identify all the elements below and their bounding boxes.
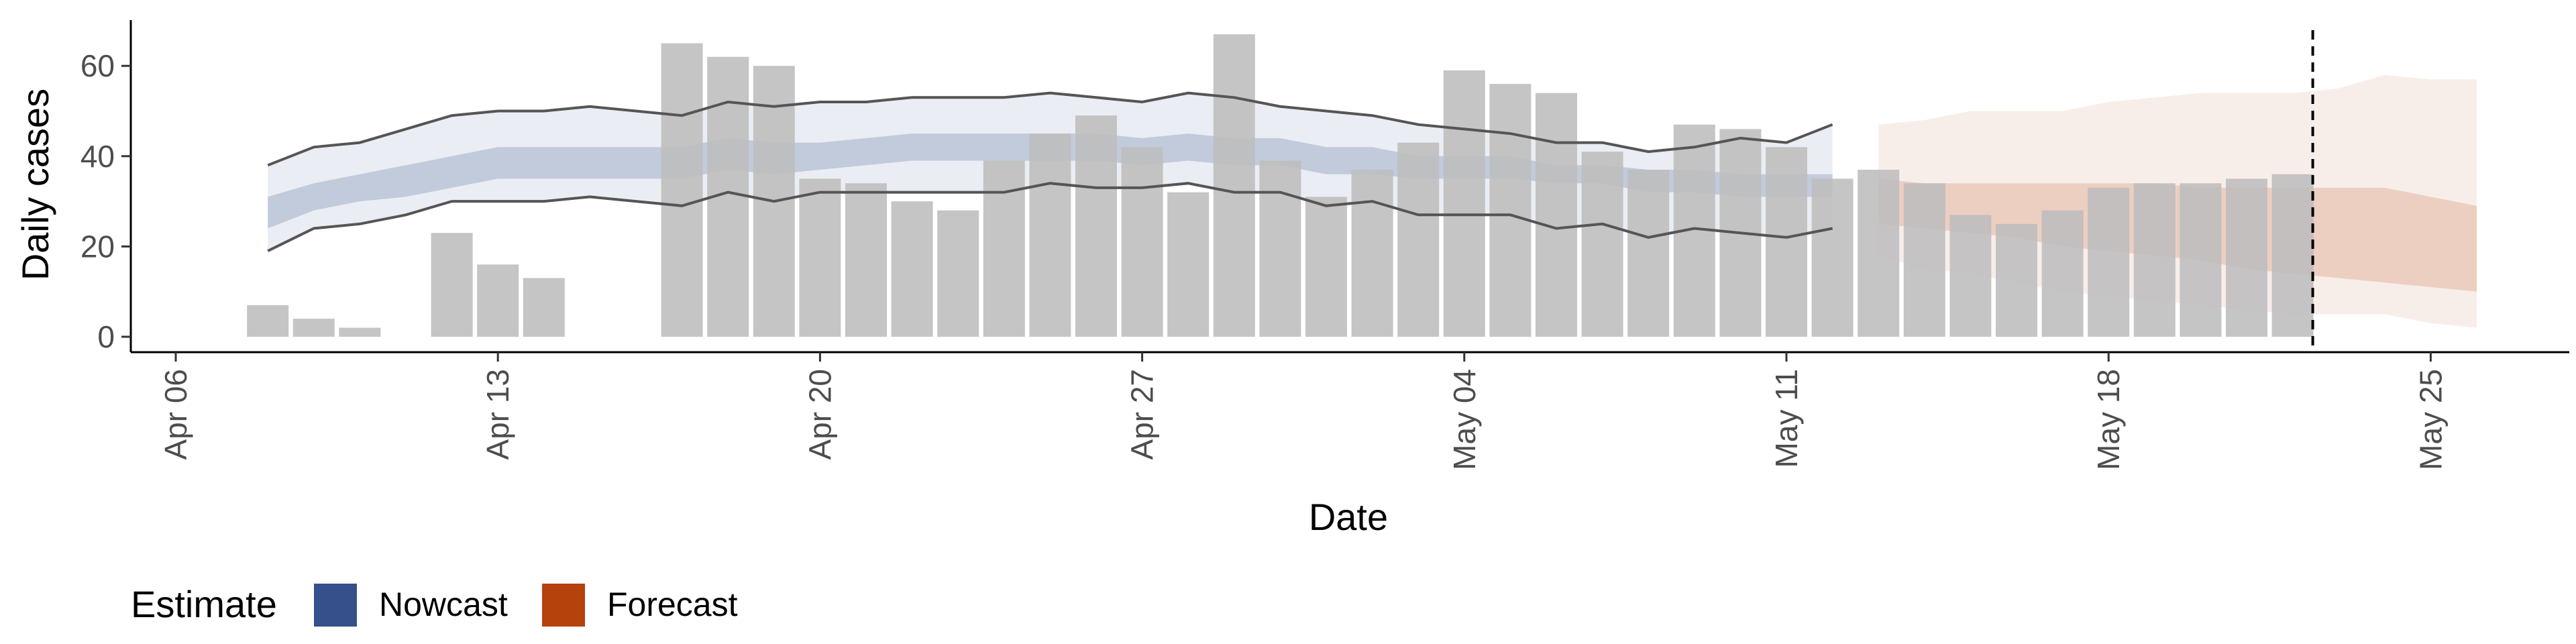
data-bar <box>1213 34 1255 337</box>
legend-swatch-forecast <box>542 584 585 627</box>
x-tick-label: Apr 20 <box>802 369 837 460</box>
data-bar <box>1949 215 1992 337</box>
x-tick-label: Apr 27 <box>1125 369 1160 460</box>
data-bar <box>1811 178 1854 337</box>
data-bar <box>891 201 933 337</box>
data-bar <box>661 43 703 337</box>
data-bar <box>477 264 519 337</box>
data-bar <box>1627 170 1670 337</box>
x-tick-label: Apr 06 <box>158 369 193 460</box>
data-bar <box>1075 115 1117 337</box>
data-bar <box>339 327 381 337</box>
data-bar <box>2271 174 2314 337</box>
x-tick-label: Apr 13 <box>480 369 515 460</box>
data-bar <box>1766 147 1807 337</box>
x-axis-title: Date <box>1309 496 1388 538</box>
data-bar <box>2226 178 2267 337</box>
x-tick-label: May 11 <box>1769 369 1804 468</box>
x-axis-ticks: Apr 06 Apr 13 Apr 20 Apr 27 May 04 May 11 May … <box>158 352 2448 470</box>
data-bar <box>937 210 979 337</box>
y-tick-label: 60 <box>80 48 115 83</box>
x-tick-label: May 25 <box>2413 369 2448 470</box>
data-bar <box>1259 160 1301 337</box>
data-bar <box>1029 133 1071 337</box>
data-bar <box>1858 170 1900 337</box>
data-bar <box>1305 197 1347 337</box>
data-bar <box>1489 84 1532 337</box>
data-bar <box>523 278 565 337</box>
data-bar <box>1536 93 1577 337</box>
data-bar <box>1167 192 1210 337</box>
legend-label-forecast: Forecast <box>607 586 738 623</box>
y-axis-title: Daily cases <box>14 89 56 280</box>
data-bar <box>845 183 887 337</box>
data-bar <box>1351 170 1393 337</box>
data-bar <box>1996 223 2037 337</box>
plot-panel <box>247 30 2477 352</box>
data-bar <box>292 319 335 337</box>
data-bar <box>2180 183 2222 337</box>
x-tick-label: May 04 <box>1447 369 1482 470</box>
data-bar <box>2133 183 2176 337</box>
forecast-50-band <box>1878 178 2477 292</box>
data-bar <box>1903 183 1945 337</box>
nowcast-50-band <box>268 133 1833 229</box>
data-bar <box>1121 147 1163 337</box>
data-bar <box>2088 187 2130 337</box>
data-bar <box>1443 70 1485 337</box>
data-bar <box>799 178 841 337</box>
x-tick-label: May 18 <box>2091 369 2126 470</box>
legend-label-nowcast: Nowcast <box>379 586 508 623</box>
data-bar <box>2041 210 2084 337</box>
y-tick-label: 20 <box>80 229 115 264</box>
data-bar <box>1397 142 1440 337</box>
y-tick-label: 40 <box>80 139 115 174</box>
legend-title: Estimate <box>131 583 277 625</box>
y-axis-ticks: 0 20 40 60 <box>80 48 131 354</box>
data-bar <box>431 233 473 337</box>
data-bar <box>1581 152 1623 337</box>
nowcast-lower-line <box>267 182 1833 252</box>
nowcast-upper-line <box>267 91 1833 167</box>
legend-swatch-nowcast <box>314 584 357 627</box>
y-tick-label: 0 <box>97 319 115 354</box>
data-bar <box>247 305 289 337</box>
data-bar <box>983 160 1025 337</box>
legend: Estimate Nowcast Forecast <box>131 583 738 627</box>
